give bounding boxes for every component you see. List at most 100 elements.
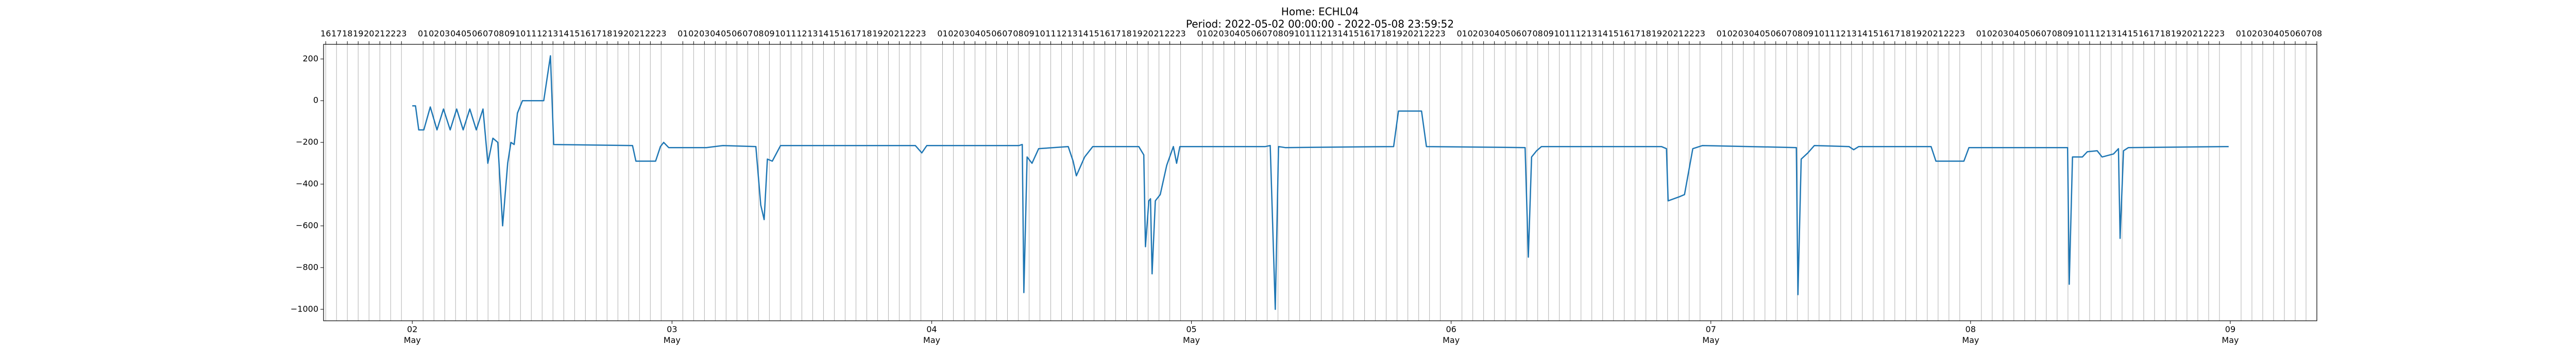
x2-tick-label: 02 [1987,29,1997,39]
x2-tick-label: 19 [872,29,883,39]
x2-tick-label: 13 [2106,29,2116,39]
x2-tick-label: 19 [1652,29,1662,39]
x2-tick-label: 03 [959,29,969,39]
x2-tick-label: 21 [1933,29,1943,39]
y-tick-label: 0 [313,95,318,105]
x2-tick-label: 01 [1976,29,1987,39]
y-tick-label: −1000 [291,304,318,314]
x2-tick-label: 20 [1402,29,1413,39]
x2-tick-label: 04 [970,29,980,39]
x2-tick-label: 14 [1337,29,1348,39]
x2-tick-label: 16 [1879,29,1889,39]
x2-tick-label: 07 [1262,29,1272,39]
x2-tick-label: 11 [1565,29,1575,39]
x2-tick-label: 11 [526,29,536,39]
x2-tick-label: 10 [1294,29,1304,39]
y-tick-label: −600 [296,220,318,230]
x2-tick-label: 08 [1013,29,1023,39]
x2-tick-label: 03 [2258,29,2268,39]
x2-tick-label: 15 [2128,29,2138,39]
x2-tick-label: 04 [450,29,461,39]
x2-tick-label: 08 [2312,29,2322,39]
x2-tick-label: 06 [732,29,742,39]
y-tick-label: −200 [296,137,318,147]
x2-tick-label: 22 [2204,29,2214,39]
x2-tick-label: 12 [1316,29,1326,39]
x2-tick-label: 05 [461,29,471,39]
x2-tick-label: 21 [634,29,645,39]
x2-tick-label: 12 [796,29,807,39]
x2-tick-label: 01 [677,29,688,39]
x2-tick-label: 07 [742,29,753,39]
x-tick-label: 05 May [1183,324,1200,345]
x2-tick-label: 03 [1738,29,1749,39]
chart-subtitle: Period: 2022-05-02 00:00:00 - 2022-05-08… [1186,18,1454,30]
x2-tick-label: 15 [829,29,839,39]
x2-tick-label: 16 [1359,29,1369,39]
x2-tick-label: 07 [2041,29,2052,39]
x2-tick-label: 02 [1467,29,1478,39]
x2-tick-label: 06 [472,29,482,39]
x2-tick-label: 10 [2074,29,2084,39]
x2-tick-label: 23 [1175,29,1185,39]
x2-tick-label: 02 [1727,29,1738,39]
x2-tick-label: 21 [1154,29,1164,39]
x2-tick-label: 01 [1717,29,1727,39]
x2-tick-label: 21 [894,29,904,39]
x2-tick-label: 06 [991,29,1002,39]
y-tick-label: 200 [302,54,318,63]
x2-tick-label: 18 [602,29,612,39]
x2-tick-label: 09 [1024,29,1034,39]
x2-tick-label: 09 [764,29,774,39]
x2-tick-label: 13 [1846,29,1857,39]
x2-tick-label: 10 [1814,29,1824,39]
x2-tick-label: 08 [494,29,504,39]
x2-tick-label: 12 [1836,29,1846,39]
x-tick-label: 07 May [1702,324,1720,345]
y-tick-label: −400 [296,179,318,189]
x2-tick-label: 03 [699,29,709,39]
x2-tick-label: 05 [2020,29,2030,39]
x2-tick-label: 03 [1478,29,1488,39]
x2-tick-label: 23 [2214,29,2225,39]
x2-tick-label: 22 [905,29,915,39]
x2-tick-label: 19 [613,29,623,39]
x2-tick-label: 12 [537,29,547,39]
x2-tick-label: 09 [1544,29,1554,39]
x2-tick-label: 17 [1890,29,1900,39]
x-tick-label: 09 May [2222,324,2239,345]
x2-tick-label: 10 [1554,29,1565,39]
x2-tick-label: 20 [1143,29,1153,39]
x2-tick-label: 22 [385,29,396,39]
x2-tick-label: 11 [786,29,796,39]
x2-tick-label: 12 [2095,29,2106,39]
x2-tick-label: 15 [1348,29,1359,39]
x2-tick-label: 18 [1901,29,1911,39]
x2-tick-label: 16 [320,29,331,39]
x2-tick-label: 14 [818,29,828,39]
x2-tick-label: 06 [2290,29,2300,39]
x2-tick-label: 18 [861,29,872,39]
x-tick-label: 02 May [403,324,421,345]
x2-tick-label: 02 [2247,29,2257,39]
x2-tick-label: 07 [1522,29,1532,39]
x2-tick-label: 08 [2052,29,2062,39]
x-tick-label: 03 May [663,324,681,345]
x2-tick-label: 17 [1630,29,1640,39]
x2-tick-label: 18 [342,29,352,39]
chart-title: Home: ECHL04 [1281,6,1359,18]
x2-tick-label: 02 [1208,29,1218,39]
x2-tick-label: 20 [883,29,893,39]
x2-tick-label: 19 [1911,29,1922,39]
x2-tick-label: 09 [1283,29,1294,39]
x2-tick-label: 09 [2063,29,2073,39]
x2-tick-label: 19 [353,29,363,39]
x2-tick-label: 02 [948,29,958,39]
x2-tick-label: 20 [1922,29,1933,39]
x2-tick-label: 16 [1099,29,1110,39]
x2-tick-label: 13 [1587,29,1597,39]
x2-tick-label: 06 [1251,29,1261,39]
x2-tick-label: 22 [1164,29,1175,39]
